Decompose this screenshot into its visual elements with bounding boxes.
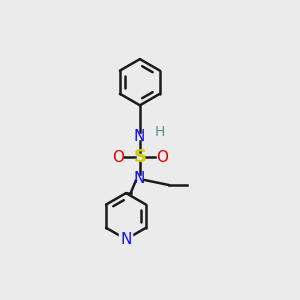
Text: O: O: [112, 150, 124, 165]
Text: H: H: [154, 125, 165, 139]
Text: O: O: [156, 150, 168, 165]
Text: N: N: [133, 129, 144, 144]
Text: S: S: [134, 148, 146, 166]
Text: N: N: [133, 171, 144, 186]
Text: N: N: [120, 232, 132, 247]
